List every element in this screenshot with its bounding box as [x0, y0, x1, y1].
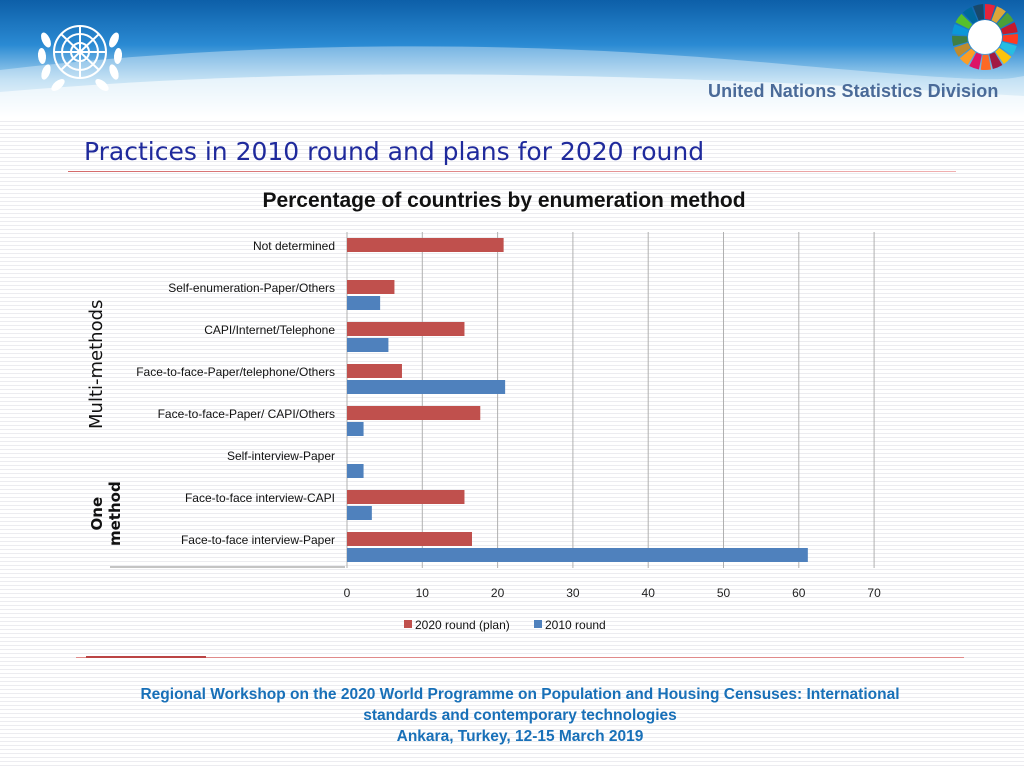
category-label: Face-to-face-Paper/ CAPI/Others	[158, 407, 335, 421]
one-method-label-line2: method	[106, 481, 124, 546]
sdg-wheel-segment	[962, 6, 978, 24]
category-label: Face-to-face-Paper/telephone/Others	[136, 365, 335, 379]
sdg-wheel-segment	[952, 35, 968, 47]
one-method-label-line1: One	[88, 496, 106, 531]
sdg-wheel-segment	[959, 48, 976, 66]
sdg-wheel-segment	[1002, 33, 1018, 45]
footer-divider-accent	[86, 656, 206, 658]
x-tick-label: 30	[566, 586, 580, 600]
sdg-wheel-segment	[989, 52, 1003, 70]
multi-methods-label: Multi-methods	[86, 299, 107, 429]
footer-line-1: Regional Workshop on the 2020 World Prog…	[140, 686, 900, 703]
chart-bars	[347, 238, 808, 562]
chart-title: Percentage of countries by enumeration m…	[262, 189, 745, 212]
legend-label: 2020 round (plan)	[415, 618, 510, 632]
category-label: Not determined	[253, 239, 335, 253]
sdg-wheel-segment	[991, 6, 1006, 24]
sdg-wheel-segment	[999, 41, 1017, 56]
bar-2010-round	[347, 338, 389, 352]
category-label: Self-interview-Paper	[227, 449, 335, 463]
category-label: CAPI/Internet/Telephone	[204, 323, 335, 337]
bar-2020-plan	[347, 280, 395, 294]
category-label: Face-to-face interview-CAPI	[185, 491, 335, 505]
sdg-wheel-segment	[980, 54, 992, 70]
sdg-wheel-segment	[953, 42, 971, 57]
organization-name: United Nations Statistics Division	[708, 81, 999, 101]
header-banner: United Nations Statistics Division	[0, 0, 1024, 118]
x-tick-label: 0	[344, 586, 351, 600]
x-tick-label: 40	[642, 586, 656, 600]
sdg-wheel-segment	[997, 12, 1014, 29]
x-tick-label: 20	[491, 586, 505, 600]
legend-swatch	[534, 620, 542, 628]
category-labels: Not determined Self-enumeration-Paper/Oth…	[136, 239, 335, 547]
sdg-wheel-segment	[952, 23, 969, 36]
chart-legend: 2020 round (plan) 2010 round	[404, 618, 606, 632]
bar-2020-plan	[347, 322, 465, 336]
legend-label: 2010 round	[545, 618, 606, 632]
bar-2020-plan	[347, 238, 504, 252]
bar-2010-round	[347, 422, 364, 436]
x-axis-ticks: 0 10 20 30 40 50 60 70	[344, 586, 881, 600]
bar-2010-round	[347, 296, 381, 310]
footer-line-3: Ankara, Turkey, 12-15 March 2019	[396, 728, 644, 745]
title-divider	[68, 171, 956, 172]
footer-line-2: standards and contemporary technologies	[363, 707, 677, 724]
legend-swatch	[404, 620, 412, 628]
bar-2020-plan	[347, 490, 465, 504]
chart-gridlines	[346, 232, 875, 568]
x-tick-label: 50	[717, 586, 731, 600]
bar-2010-round	[347, 464, 364, 478]
sdg-wheel-segment	[985, 4, 996, 20]
bar-2020-plan	[347, 406, 481, 420]
bar-2020-plan	[347, 364, 402, 378]
un-emblem-icon	[37, 25, 123, 91]
banner-wave-decoration	[0, 46, 1024, 118]
sdg-wheel-segment	[969, 52, 982, 70]
slide-title: Practices in 2010 round and plans for 20…	[84, 137, 705, 166]
sdg-wheel-segment	[1001, 22, 1018, 35]
footer-divider	[76, 657, 964, 658]
footer: Regional Workshop on the 2020 World Prog…	[80, 684, 960, 747]
striped-background	[0, 110, 1024, 768]
category-label: Self-enumeration-Paper/Others	[168, 281, 335, 295]
sdg-wheel-segment	[995, 47, 1012, 65]
sdg-wheel-icon	[952, 4, 1018, 70]
category-label: Face-to-face interview-Paper	[181, 533, 335, 547]
sdg-wheel-segment	[973, 4, 985, 21]
one-method-label: One method	[88, 481, 124, 546]
x-tick-label: 70	[867, 586, 881, 600]
bar-2010-round	[347, 548, 808, 562]
sdg-wheel-segment	[955, 13, 973, 29]
bar-2010-round	[347, 380, 506, 394]
x-tick-label: 10	[416, 586, 430, 600]
bar-2020-plan	[347, 532, 472, 546]
bar-2010-round	[347, 506, 372, 520]
x-tick-label: 60	[792, 586, 806, 600]
